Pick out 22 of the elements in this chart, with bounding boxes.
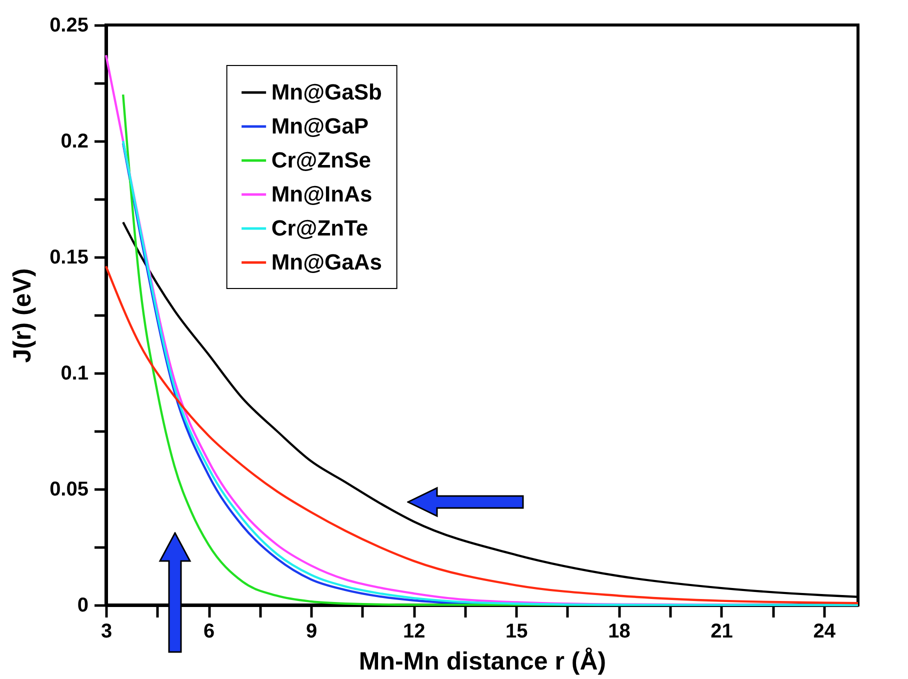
- legend-label: Mn@GaAs: [271, 250, 382, 274]
- legend-label: Cr@ZnSe: [271, 148, 372, 172]
- x-tick-label: 24: [813, 620, 836, 642]
- x-tick-label: 18: [608, 620, 630, 642]
- y-tick-label: 0: [77, 594, 88, 616]
- x-tick-label: 9: [306, 620, 318, 642]
- legend-label: Mn@GaP: [271, 114, 369, 138]
- y-tick-label: 0.2: [60, 130, 88, 152]
- legend-label: Mn@InAs: [271, 182, 372, 206]
- y-tick-label: 0.1: [60, 362, 88, 384]
- y-tick-label: 0.25: [50, 14, 88, 36]
- legend-label: Cr@ZnTe: [271, 216, 368, 240]
- x-axis-title: Mn-Mn distance r (Å): [358, 646, 606, 676]
- x-tick-label: 3: [100, 620, 112, 642]
- x-tick-label: 6: [203, 620, 215, 642]
- x-tick-label: 12: [403, 620, 426, 642]
- y-axis-title: J(r) (eV): [8, 268, 37, 363]
- x-tick-label: 15: [506, 620, 528, 642]
- y-tick-label: 0.05: [50, 478, 88, 500]
- y-tick-label: 0.15: [50, 246, 88, 268]
- legend-label: Mn@GaSb: [271, 80, 382, 104]
- x-tick-label: 21: [710, 620, 733, 642]
